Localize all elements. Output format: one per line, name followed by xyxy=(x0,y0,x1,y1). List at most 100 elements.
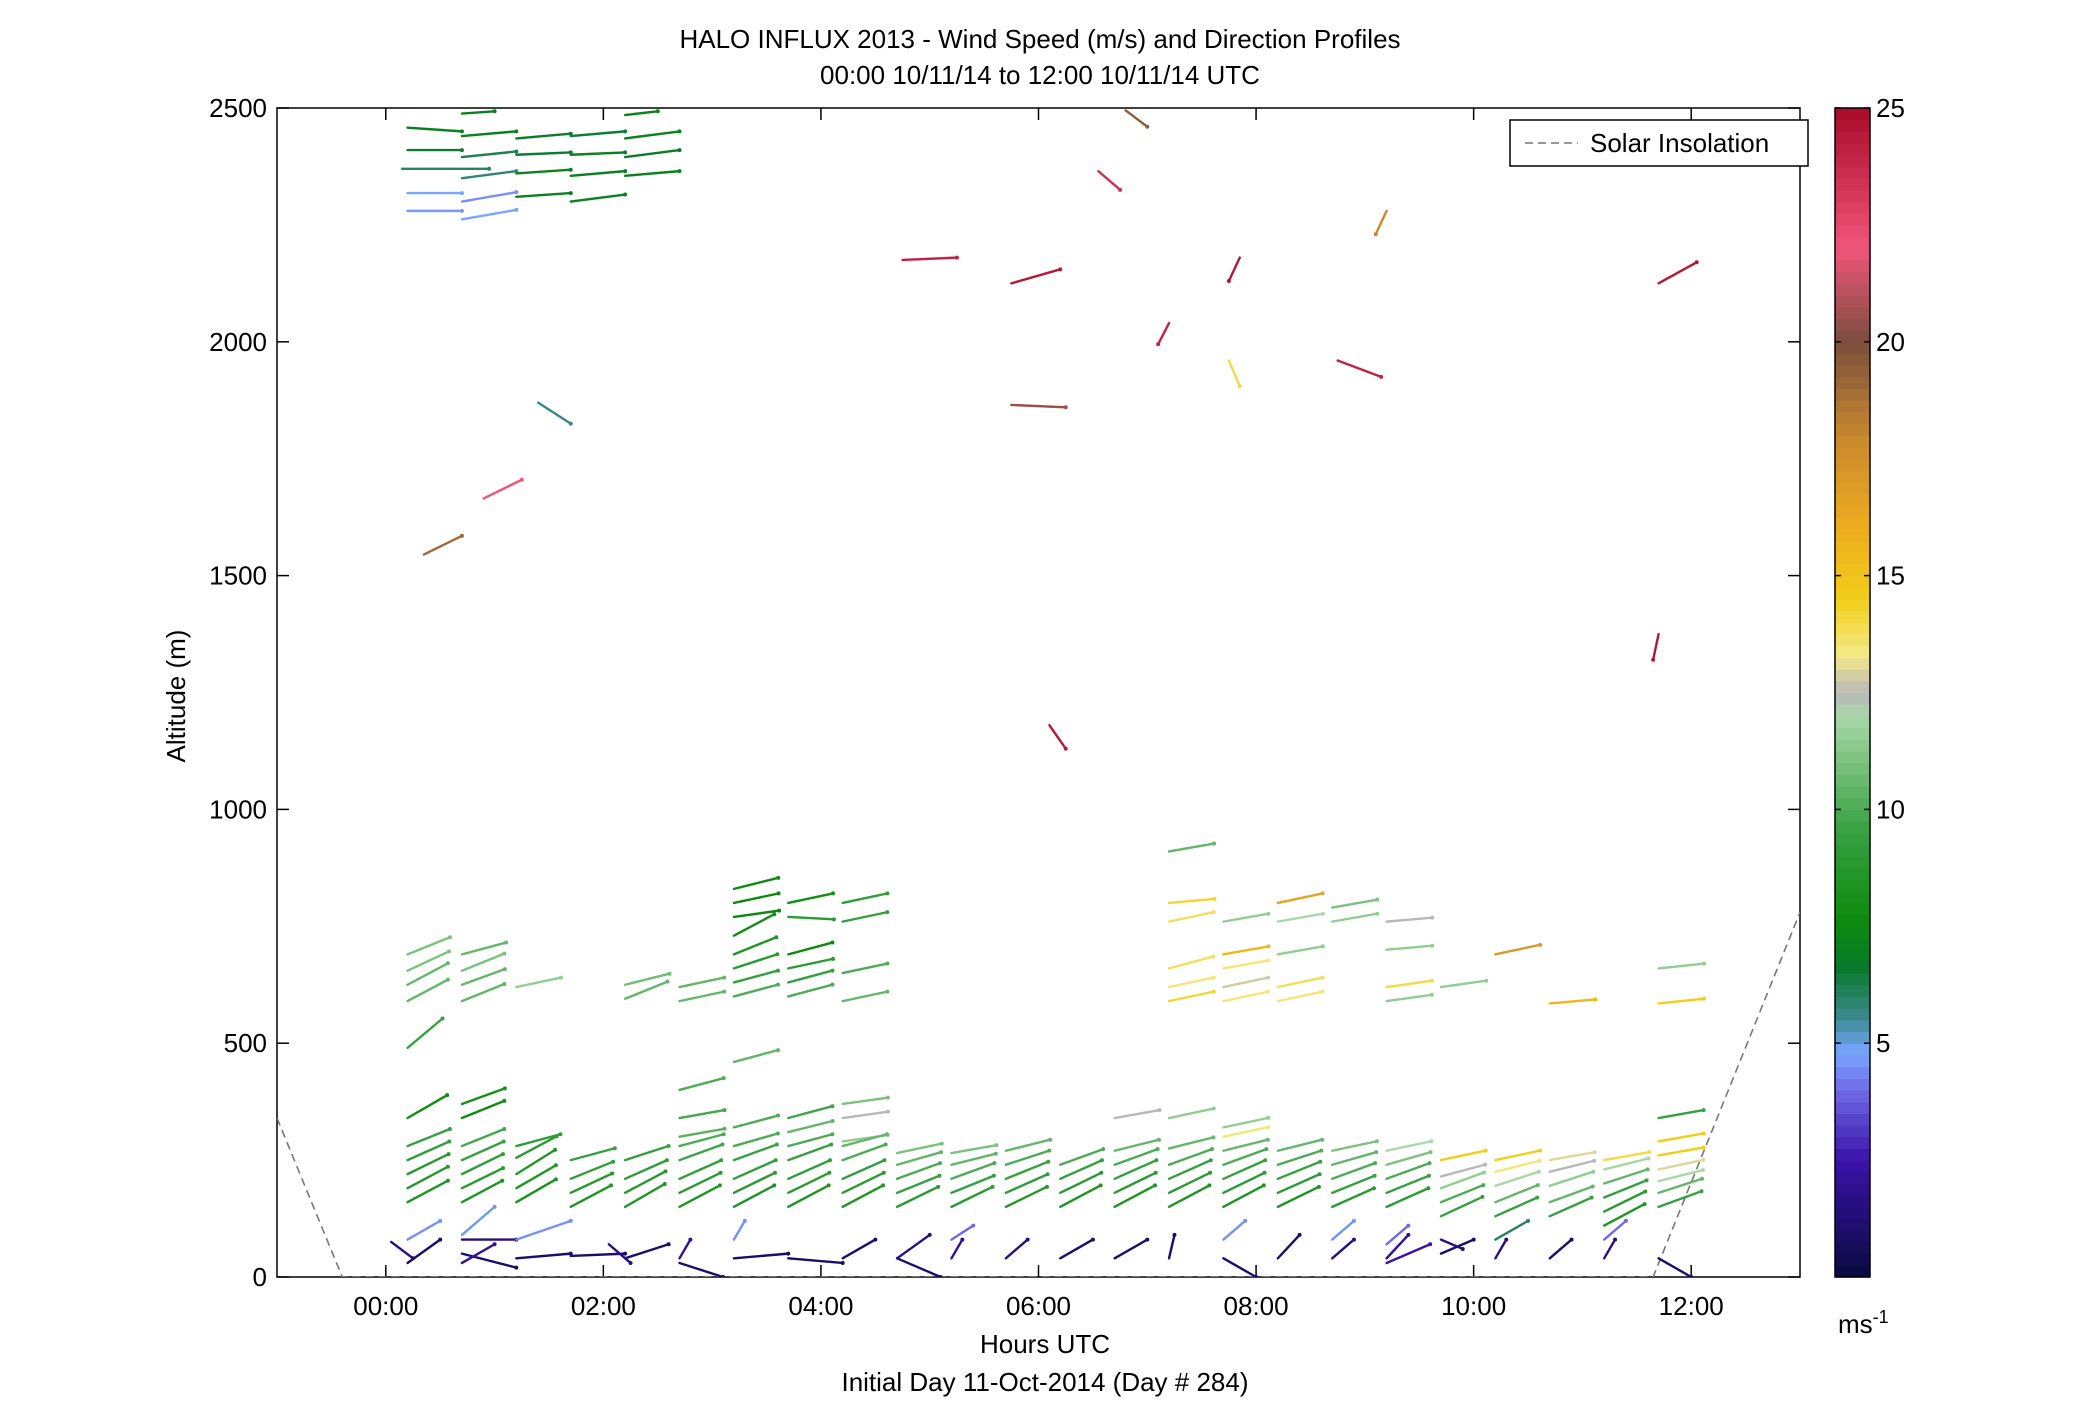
column-wind-vector-head xyxy=(885,1109,890,1114)
near-surface-wind-vector-head xyxy=(873,1237,878,1242)
column-wind-vector-head xyxy=(1428,1150,1433,1155)
upper-wind-vector-head xyxy=(459,191,464,196)
column-wind-vector-head xyxy=(773,1158,778,1163)
colorbar-segment xyxy=(1835,1113,1870,1126)
near-surface-wind-vector-head xyxy=(623,1251,628,1256)
upper-wind-vector-head xyxy=(568,150,573,155)
column-wind-vector xyxy=(1222,945,1270,956)
column-wind-vector-head xyxy=(1208,1170,1213,1175)
column-wind-vector-head xyxy=(1318,1159,1323,1164)
near-surface-wind-vector-head xyxy=(786,1251,791,1256)
column-wind-vector-head xyxy=(445,1164,450,1169)
colorbar-segment xyxy=(1835,973,1870,986)
column-wind-vector-head xyxy=(502,982,507,987)
column-wind-vector xyxy=(678,1133,725,1148)
column-wind-vector-head xyxy=(1320,989,1325,994)
column-wind-vector-head xyxy=(612,1146,617,1151)
column-wind-vector-head xyxy=(440,1016,445,1021)
column-wind-vector-head xyxy=(1535,1183,1540,1188)
column-wind-vector xyxy=(732,913,776,937)
column-wind-vector xyxy=(1494,1196,1539,1218)
column-wind-vector-head xyxy=(1483,1162,1488,1167)
colorbar-segment xyxy=(1835,411,1870,425)
column-wind-vector xyxy=(1439,979,1488,989)
y-tick-label: 1000 xyxy=(209,794,267,824)
colorbar-segment xyxy=(1835,786,1870,799)
near-surface-wind-vector xyxy=(1276,1233,1301,1260)
column-wind-vector xyxy=(732,1171,777,1195)
column-wind-vector xyxy=(406,1127,452,1148)
x-tick-label: 10:00 xyxy=(1441,1291,1506,1321)
column-wind-vector xyxy=(841,1171,885,1195)
column-wind-vector xyxy=(1657,997,1706,1005)
colorbar-segment xyxy=(1835,224,1870,238)
colorbar-segment xyxy=(1835,727,1870,740)
column-wind-vector-head xyxy=(830,1132,835,1137)
upper-wind-vector xyxy=(623,110,659,117)
near-surface-wind-vector-head xyxy=(1297,1232,1302,1237)
colorbar-segment xyxy=(1835,447,1870,460)
column-wind-vector-head xyxy=(718,1170,723,1175)
upper-wind-vector-head xyxy=(677,169,682,174)
column-wind-vector xyxy=(678,990,726,1003)
column-wind-vector-head xyxy=(1702,961,1707,966)
near-surface-wind-vector xyxy=(1331,1219,1356,1241)
near-surface-wind-vector xyxy=(406,1238,442,1265)
column-wind-vector xyxy=(678,1108,726,1120)
upper-wind-vector xyxy=(460,130,518,138)
column-wind-vector xyxy=(787,915,836,921)
near-surface-wind-vector-head xyxy=(1090,1237,1095,1242)
upper-wind-vector-head xyxy=(568,167,573,172)
near-surface-wind-vector xyxy=(787,1257,844,1265)
colorbar-segment xyxy=(1835,1148,1870,1161)
column-wind-vector xyxy=(1113,1184,1157,1209)
near-surface-wind-vector xyxy=(950,1238,964,1260)
column-wind-vector-head xyxy=(1266,1125,1271,1130)
colorbar-segment xyxy=(1835,517,1870,530)
near-surface-wind-vector xyxy=(607,1243,632,1265)
colorbar-segment xyxy=(1835,283,1870,296)
colorbar-segment xyxy=(1835,1171,1870,1185)
y-tick-label: 1500 xyxy=(209,561,267,591)
column-wind-vector xyxy=(569,1147,617,1162)
column-wind-vector xyxy=(1331,1140,1379,1152)
colorbar-segment xyxy=(1835,166,1870,179)
column-wind-vector-head xyxy=(776,968,781,973)
upper-wind-vector xyxy=(1657,261,1698,285)
upper-wind-vector-head xyxy=(655,109,660,114)
upper-wind-vector xyxy=(460,110,496,115)
upper-wind-vector xyxy=(460,208,518,221)
column-wind-vector xyxy=(841,910,889,923)
colorbar-segment xyxy=(1835,400,1870,413)
column-wind-vector-head xyxy=(1265,1137,1270,1142)
upper-wind-vector-head xyxy=(954,255,959,260)
column-wind-vector xyxy=(1113,1171,1157,1195)
column-wind-vector-head xyxy=(553,1163,558,1168)
column-wind-vector-head xyxy=(662,1182,667,1187)
colorbar-segment xyxy=(1835,797,1870,810)
column-wind-vector-head xyxy=(1152,1183,1157,1188)
column-wind-vector xyxy=(895,1161,942,1181)
column-wind-vector xyxy=(1222,912,1270,923)
column-wind-vector-head xyxy=(447,1126,452,1131)
column-wind-vector xyxy=(1657,1177,1704,1195)
near-surface-wind-vector-head xyxy=(628,1260,633,1265)
column-wind-vector-head xyxy=(1211,1106,1216,1111)
column-wind-vector xyxy=(406,936,452,956)
x-axis-sublabel: Initial Day 11-Oct-2014 (Day # 284) xyxy=(841,1367,1248,1397)
near-surface-wind-vector-head xyxy=(1351,1218,1356,1223)
upper-wind-vector-head xyxy=(568,191,573,196)
colorbar-segment xyxy=(1835,552,1870,565)
upper-wind-vector xyxy=(515,168,572,175)
column-wind-vector-head xyxy=(1211,989,1216,994)
column-wind-vector xyxy=(460,982,506,1003)
column-wind-vector xyxy=(678,1159,723,1181)
colorbar-segment xyxy=(1835,131,1870,144)
near-surface-wind-vector xyxy=(460,1252,518,1269)
column-wind-vector-head xyxy=(936,1184,941,1189)
colorbar-segment xyxy=(1835,844,1870,857)
column-wind-vector xyxy=(1602,1190,1647,1213)
column-wind-vector xyxy=(406,978,450,1003)
upper-wind-vector xyxy=(623,169,681,178)
colorbar-segment xyxy=(1835,470,1870,483)
